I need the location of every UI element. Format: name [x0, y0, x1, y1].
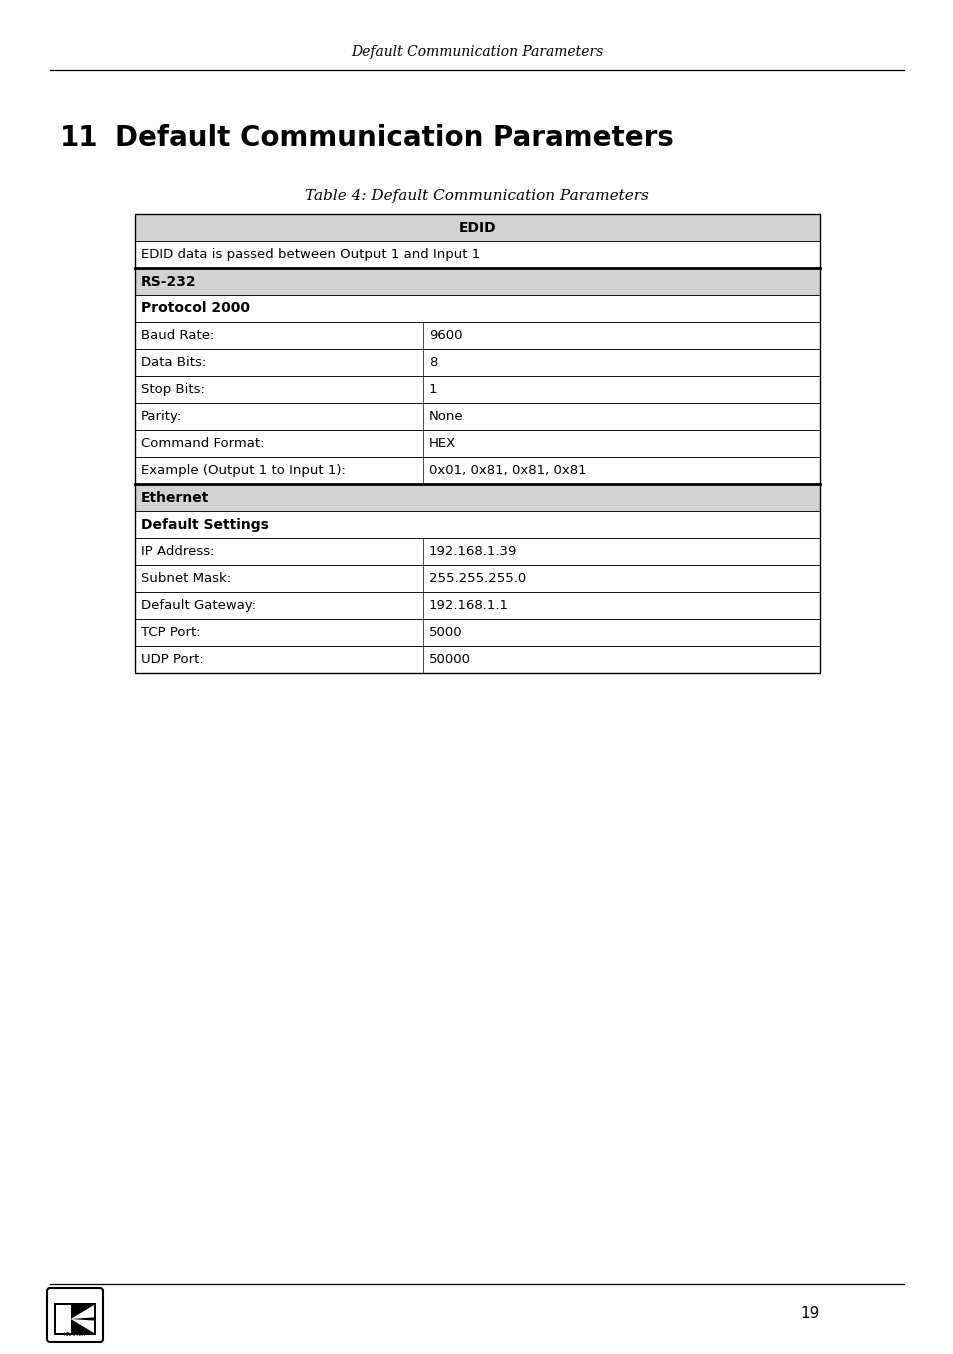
- Text: Default Settings: Default Settings: [141, 517, 269, 532]
- Text: None: None: [428, 410, 463, 422]
- Text: 192.168.1.1: 192.168.1.1: [428, 598, 508, 612]
- Polygon shape: [71, 1305, 94, 1319]
- Bar: [135, 295, 820, 322]
- Bar: [135, 619, 820, 646]
- Bar: [135, 458, 820, 483]
- Bar: [56, 1305, 71, 1332]
- Text: 1: 1: [428, 383, 436, 395]
- Text: Default Communication Parameters: Default Communication Parameters: [351, 45, 602, 60]
- Bar: [135, 214, 820, 673]
- Bar: [135, 592, 820, 619]
- FancyBboxPatch shape: [54, 1303, 96, 1335]
- Bar: [135, 376, 820, 403]
- Text: Default Communication Parameters: Default Communication Parameters: [115, 125, 673, 152]
- Text: 5000: 5000: [428, 626, 462, 639]
- Text: 8: 8: [428, 356, 436, 370]
- Text: KRAMER: KRAMER: [64, 1331, 86, 1336]
- Text: Example (Output 1 to Input 1):: Example (Output 1 to Input 1):: [141, 464, 346, 477]
- Text: 50000: 50000: [428, 653, 470, 666]
- Text: EDID data is passed between Output 1 and Input 1: EDID data is passed between Output 1 and…: [141, 248, 479, 261]
- Bar: [135, 241, 820, 268]
- Polygon shape: [71, 1319, 94, 1332]
- Text: TCP Port:: TCP Port:: [141, 626, 200, 639]
- FancyBboxPatch shape: [47, 1288, 103, 1342]
- Text: RS-232: RS-232: [141, 275, 196, 288]
- Bar: [135, 214, 820, 241]
- Bar: [135, 565, 820, 592]
- Bar: [135, 646, 820, 673]
- Bar: [135, 538, 820, 565]
- Bar: [135, 349, 820, 376]
- Text: Data Bits:: Data Bits:: [141, 356, 206, 370]
- Bar: [135, 483, 820, 510]
- Bar: [135, 510, 820, 538]
- Text: Baud Rate:: Baud Rate:: [141, 329, 214, 343]
- Text: Default Gateway:: Default Gateway:: [141, 598, 255, 612]
- Text: 0x01, 0x81, 0x81, 0x81: 0x01, 0x81, 0x81, 0x81: [428, 464, 586, 477]
- Text: Ethernet: Ethernet: [141, 490, 209, 505]
- Text: Subnet Mask:: Subnet Mask:: [141, 571, 231, 585]
- Text: Parity:: Parity:: [141, 410, 182, 422]
- Text: HEX: HEX: [428, 437, 456, 450]
- Text: Table 4: Default Communication Parameters: Table 4: Default Communication Parameter…: [305, 190, 648, 203]
- Text: Protocol 2000: Protocol 2000: [141, 302, 250, 315]
- Text: 11: 11: [60, 125, 98, 152]
- Text: 9600: 9600: [428, 329, 461, 343]
- Text: EDID: EDID: [458, 221, 496, 234]
- Text: 255.255.255.0: 255.255.255.0: [428, 571, 525, 585]
- Bar: [135, 268, 820, 295]
- Text: Command Format:: Command Format:: [141, 437, 264, 450]
- Text: IP Address:: IP Address:: [141, 546, 214, 558]
- Text: 192.168.1.39: 192.168.1.39: [428, 546, 517, 558]
- Bar: [135, 322, 820, 349]
- Bar: [135, 431, 820, 458]
- Bar: [135, 403, 820, 431]
- Text: Stop Bits:: Stop Bits:: [141, 383, 205, 395]
- Text: UDP Port:: UDP Port:: [141, 653, 204, 666]
- Text: 19: 19: [800, 1307, 820, 1322]
